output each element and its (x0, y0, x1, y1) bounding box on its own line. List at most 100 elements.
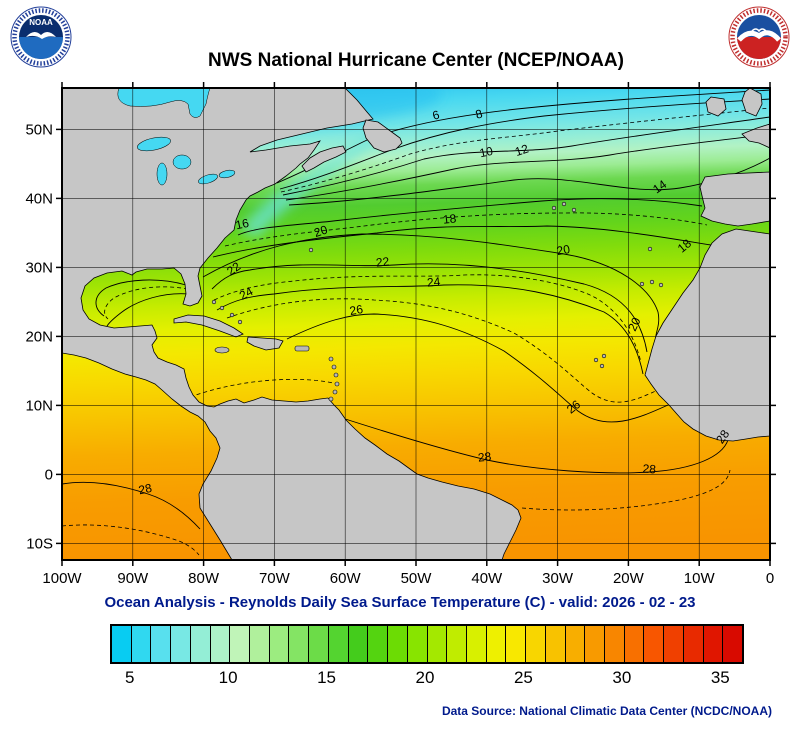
colorbar-cell (447, 626, 467, 662)
colorbar-cell (526, 626, 546, 662)
contour-label: 8 (474, 106, 484, 121)
nws-swoosh (737, 30, 781, 42)
colorbar-cell (171, 626, 191, 662)
lon-axis-label: 100W (42, 570, 82, 587)
colorbar-tick-label: 10 (218, 668, 238, 687)
colorbar-cell (250, 626, 270, 662)
lat-axis-label: 40N (25, 190, 53, 207)
lat-axis-label: 10S (26, 535, 53, 552)
colorbar-cell (348, 626, 369, 662)
colorbar-cell (407, 626, 428, 662)
nws-logo (728, 6, 790, 73)
colorbar-cell (683, 626, 704, 662)
colorbar-cell (328, 626, 349, 662)
land-france (741, 123, 770, 149)
colorbar-tick-label: 35 (710, 668, 730, 687)
contour-label: 20 (625, 315, 643, 333)
temperature-colorbar (110, 624, 744, 664)
colorbar-tick-label: 15 (317, 668, 337, 687)
colorbar-cell (368, 626, 389, 662)
sst-contours (62, 89, 770, 556)
colorbar-cell (112, 626, 132, 662)
cape-verde (593, 353, 607, 369)
colorbar-cell (624, 626, 645, 662)
land-cuba (173, 314, 244, 338)
colorbar-cell (506, 626, 527, 662)
contour-label: 20 (312, 222, 329, 240)
colorbar-cell (230, 626, 251, 662)
data-source: Data Source: National Climatic Data Cent… (441, 704, 772, 718)
contour-label: 28 (642, 462, 657, 477)
contour-label: 24 (426, 274, 441, 289)
lat-axis-label: 50N (25, 121, 53, 138)
noaa-gull-icon (26, 31, 56, 39)
axis-layer: 50N 40N 30N 20N 10N 0 10S 100W 90W 80W 70W 60W 50W 40… (25, 82, 776, 587)
contour-label: 24 (237, 284, 256, 303)
land-jamaica (214, 346, 230, 354)
contour-label: 12 (513, 141, 530, 159)
land-iberia (699, 171, 770, 227)
lon-axis-label: 10W (684, 570, 716, 587)
coastal-cold-wedge (240, 130, 387, 238)
graticule (62, 88, 770, 560)
bahamas (211, 299, 243, 325)
colorbar-cell (703, 626, 724, 662)
lesser-antilles (328, 356, 340, 402)
canary-islands (639, 279, 664, 288)
colorbar-cell (486, 626, 507, 662)
contour-label: 28 (137, 481, 153, 498)
contour-label: 20 (556, 242, 572, 258)
contour-label: 26 (349, 302, 365, 318)
contour-label: 10 (478, 144, 494, 161)
colorbar-tick-label: 20 (415, 668, 435, 687)
noaa-logo-text: NOAA (29, 18, 53, 27)
madeira (647, 246, 653, 252)
nws-logo-ring-text (730, 8, 788, 66)
colorbar-cell (604, 626, 625, 662)
colorbar-cell (585, 626, 605, 662)
map-caption: Ocean Analysis - Reynolds Daily Sea Surf… (104, 594, 696, 611)
colorbar-cell (664, 626, 684, 662)
land-ireland (705, 96, 727, 117)
contour-label: 6 (431, 107, 441, 122)
lat-axis-label: 0 (45, 466, 53, 483)
colorbar-cell (565, 626, 586, 662)
land-england (741, 88, 763, 117)
colorbar-cell (289, 626, 310, 662)
hudson-bay (117, 88, 211, 118)
contour-label: 16 (234, 216, 250, 233)
lon-axis-label: 20W (613, 570, 645, 587)
colorbar-cell (190, 626, 211, 662)
colorbar-cell (131, 626, 152, 662)
contour-label: 22 (375, 254, 390, 269)
colorbar-cell (723, 626, 742, 662)
noaa-logo-ocean (19, 37, 63, 59)
lon-axis-label: 30W (542, 570, 574, 587)
colorbar-cell (388, 626, 408, 662)
colorbar-tick-label: 5 (124, 668, 135, 687)
colorbar-cell (545, 626, 566, 662)
lat-axis-label: 10N (25, 397, 53, 414)
land-africa (644, 228, 770, 442)
colorbar-cell (269, 626, 290, 662)
azores (551, 201, 577, 213)
colorbar-cell (151, 626, 172, 662)
land-americas (62, 88, 522, 560)
land-puerto-rico (294, 345, 310, 352)
colorbar-cell (644, 626, 665, 662)
contour-label: 28 (477, 449, 492, 464)
colorbar-cell (210, 626, 231, 662)
lon-axis-label: 0 (766, 570, 774, 587)
colorbar-cell (309, 626, 329, 662)
noaa-logo-ring-text (12, 8, 70, 66)
colorbar-tick-label: 25 (513, 668, 533, 687)
lon-axis-label: 50W (401, 570, 433, 587)
colorbar-cell (427, 626, 448, 662)
lat-axis-label: 20N (25, 328, 53, 345)
contour-label: 18 (442, 211, 457, 226)
land-newfoundland (362, 119, 403, 153)
nws-logo-lower (737, 37, 781, 59)
bermuda (308, 247, 314, 253)
